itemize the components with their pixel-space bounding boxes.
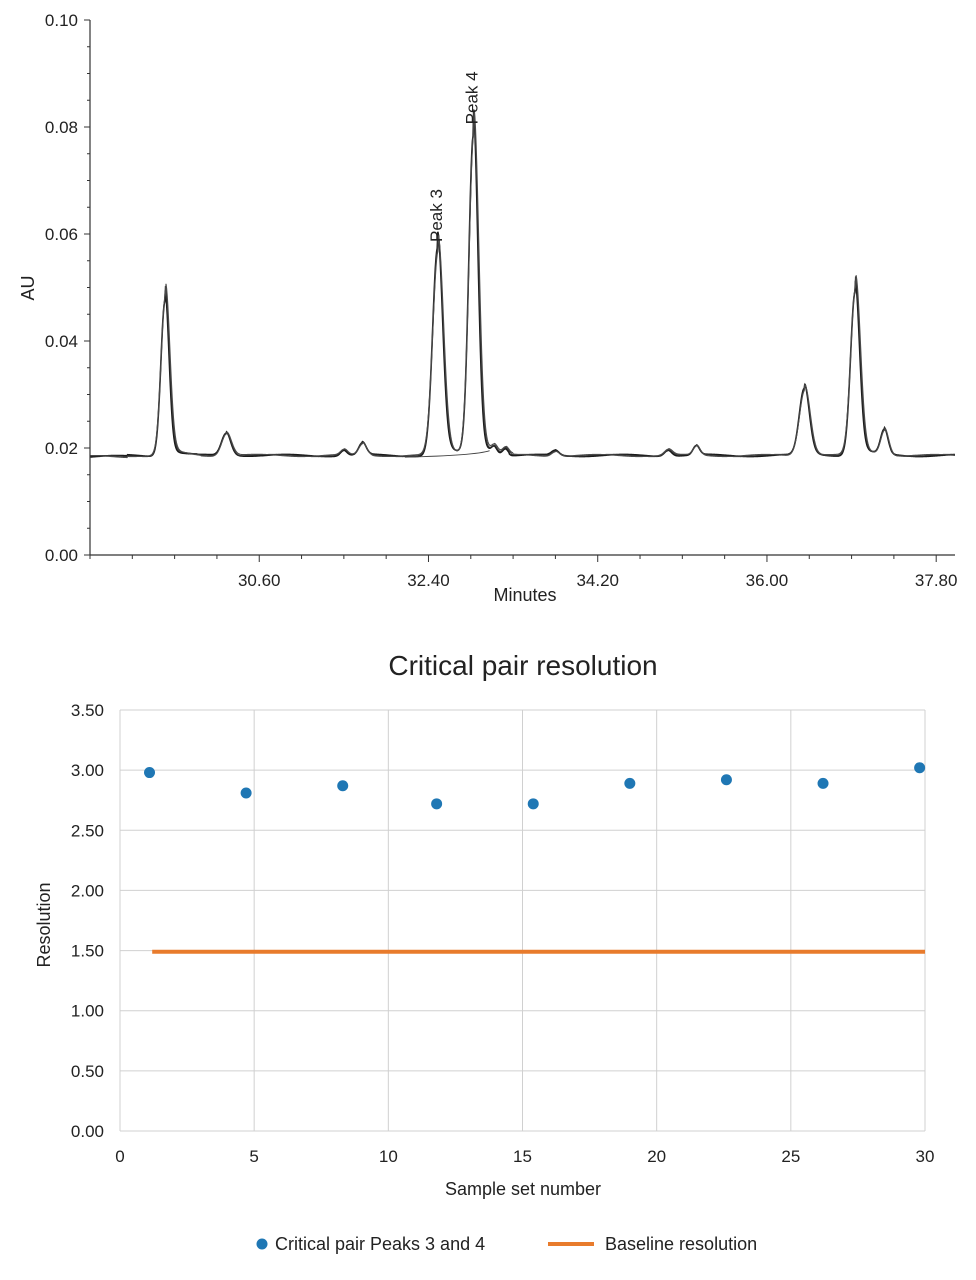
resolution-axes: 0.00 0.50 1.00 1.50 2.00 2.50 3.00 3.50 0 5 10 15 20… [71, 701, 935, 1166]
chromatogram-chart: Peak 3 Peak 4 0.00 0.02 0.04 0.06 0.08 0.10 30.… [18, 11, 958, 605]
resolution-y-tick-label: 3.50 [71, 701, 104, 720]
chromatogram-x-tick-label: 30.60 [238, 571, 281, 590]
resolution-x-tick-label: 30 [916, 1147, 935, 1166]
chromatogram-x-tick-label: 37.80 [915, 571, 958, 590]
resolution-y-tick-label: 2.50 [71, 821, 104, 840]
resolution-x-tick-label: 5 [249, 1147, 258, 1166]
critical-pair-point [914, 762, 926, 774]
legend-label-baseline: Baseline resolution [605, 1234, 757, 1254]
resolution-gridlines [119, 709, 926, 1132]
chromatogram-y-tick-label: 0.08 [45, 118, 78, 137]
legend-label-critical-pair: Critical pair Peaks 3 and 4 [275, 1234, 485, 1254]
resolution-x-tick-label: 20 [647, 1147, 666, 1166]
chromatogram-axes: 0.00 0.02 0.04 0.06 0.08 0.10 30.60 32.40 34.20 3… [45, 11, 958, 590]
resolution-x-tick-label: 0 [115, 1147, 124, 1166]
critical-pair-point [431, 798, 443, 810]
critical-pair-point [720, 774, 732, 786]
critical-pair-point [240, 787, 252, 799]
resolution-series [144, 762, 926, 954]
chromatogram-y-tick-label: 0.04 [45, 332, 78, 351]
chromatogram-y-tick-label: 0.06 [45, 225, 78, 244]
integration-baseline [404, 450, 490, 458]
resolution-chart: Critical pair resolution 0.00 0.50 1.00 1.5… [34, 650, 935, 1254]
resolution-legend: Critical pair Peaks 3 and 4 Baseline res… [256, 1234, 757, 1254]
chromatogram-y-tick-label: 0.10 [45, 11, 78, 30]
legend-marker-critical-pair [256, 1238, 268, 1250]
resolution-y-tick-label: 2.00 [71, 881, 104, 900]
chromatogram-trace [89, 111, 956, 458]
resolution-y-tick-label: 0.00 [71, 1122, 104, 1141]
resolution-x-axis-title: Sample set number [445, 1179, 601, 1199]
resolution-chart-title: Critical pair resolution [388, 650, 657, 681]
chromatogram-x-tick-label: 34.20 [576, 571, 619, 590]
chromatogram-x-tick-label: 32.40 [407, 571, 450, 590]
resolution-x-tick-label: 25 [781, 1147, 800, 1166]
resolution-x-tick-label: 15 [513, 1147, 532, 1166]
peak-annotation: Peak 4 [463, 71, 482, 124]
chromatogram-y-tick-label: 0.02 [45, 439, 78, 458]
critical-pair-point [527, 798, 539, 810]
chromatogram-trace [90, 109, 956, 459]
peak-annotation: Peak 3 [427, 189, 446, 242]
resolution-x-tick-label: 10 [379, 1147, 398, 1166]
chromatogram-x-tick-label: 36.00 [746, 571, 789, 590]
chromatogram-x-axis-title: Minutes [493, 585, 556, 605]
chromatogram-y-tick-label: 0.00 [45, 546, 78, 565]
chromatogram-plot-area: Peak 3 Peak 4 [89, 71, 956, 459]
critical-pair-point [624, 777, 636, 789]
resolution-y-tick-label: 3.00 [71, 761, 104, 780]
critical-pair-point [337, 780, 349, 792]
resolution-y-axis-title: Resolution [34, 882, 54, 967]
chromatogram-trace [89, 109, 956, 458]
resolution-y-tick-label: 0.50 [71, 1062, 104, 1081]
resolution-y-tick-label: 1.00 [71, 1002, 104, 1021]
chromatogram-y-axis-title: AU [18, 275, 38, 300]
resolution-y-tick-label: 1.50 [71, 942, 104, 961]
critical-pair-point [817, 777, 829, 789]
critical-pair-point [144, 767, 156, 779]
